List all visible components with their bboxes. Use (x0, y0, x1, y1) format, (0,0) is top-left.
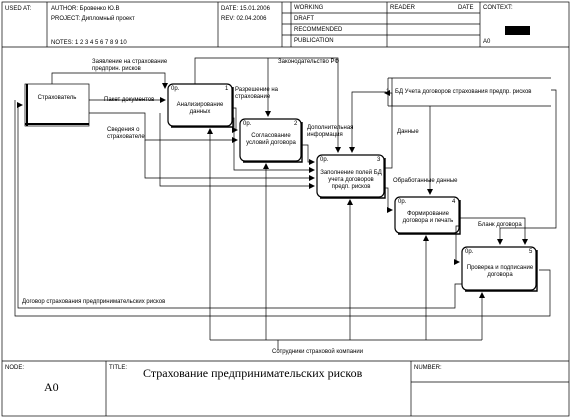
arrow-sotrudniki-label: Сотрудники страховой компании (272, 349, 364, 355)
bd-store (387, 77, 551, 107)
context-label: CONTEXT: (483, 5, 513, 11)
node-value: A0 (44, 380, 59, 394)
arrow-dannye-label: Данные (397, 129, 419, 135)
box-3-tag: 0р. (320, 157, 329, 163)
rev-field: REV: 02.04.2006 (221, 16, 267, 22)
box-1-label: Анализирование данных (176, 102, 224, 115)
strahovatel-label: Страхователь (37, 95, 77, 101)
reader-date-label: DATE (458, 5, 474, 11)
used-at-label: USED AT: (5, 6, 32, 12)
box-5-label: Проверка и подписание договора (466, 265, 534, 278)
arrow-svedeniya-label: Сведения о страхователе (107, 127, 145, 140)
box-1-num: 1 (225, 86, 229, 92)
title-label: TITLE: (109, 365, 128, 371)
box-4-num: 4 (452, 199, 456, 205)
arrow-razreshenie-label: Разрешение на страхование (235, 87, 278, 100)
box-5-tag: 0р. (465, 249, 474, 255)
arrow-zayavlenie-label: Заявление на страхование предприн. риско… (92, 59, 168, 72)
arrow-blank-label: Бланк договора (478, 222, 522, 228)
box-4-label: Формирование договора и печать (402, 211, 454, 224)
box-1-tag: 0р. (171, 86, 180, 92)
arrow-obrabotannye-label: Обработанные данные (393, 178, 458, 184)
context-node-box (505, 26, 530, 35)
reader-label: READER (390, 5, 416, 11)
number-label: NUMBER: (414, 365, 442, 371)
bd-store-label: БД Учета договоров страхования предпр. р… (395, 89, 532, 95)
node-label: NODE: (5, 365, 25, 371)
box-4-tag: 0р. (398, 199, 407, 205)
box-2-label: Согласование условий договора (246, 133, 296, 146)
box-4 (394, 196, 460, 234)
project-field: PROJECT: Дипломный проект (51, 16, 135, 22)
status-working: WORKING (294, 5, 324, 11)
box-2-num: 2 (294, 121, 298, 127)
notes-field: NOTES: 1 2 3 4 5 6 7 8 9 10 (51, 40, 127, 46)
diagram-title: Страхование предпринимательских рисков (143, 366, 363, 380)
arrow-paket-label: Пакет документов (104, 97, 155, 103)
status-draft: DRAFT (294, 16, 314, 22)
box-2-tag: 0р. (243, 121, 252, 127)
box-3-num: 3 (377, 157, 381, 163)
box-3 (316, 154, 385, 198)
author-field: AUTHOR: Бровенко Ю.В (51, 6, 120, 12)
bd-store-num: 1 (386, 89, 390, 95)
arrow-dop-info-label: Дополнительная информация (307, 125, 354, 138)
context-node: A0 (483, 39, 491, 45)
box-5 (461, 246, 537, 291)
status-recommended: RECOMMENDED (294, 27, 343, 33)
box-1 (167, 83, 233, 127)
status-publication: PUBLICATION (294, 38, 334, 44)
arrow-dogovor-label: Договор страхования предпринимательских … (22, 299, 166, 305)
box-5-num: 5 (529, 249, 533, 255)
arrow-zakonodatelstvo-label: Законодательство РФ (278, 59, 340, 65)
box-2 (239, 118, 302, 162)
strahovatel-box (24, 83, 90, 127)
date-field: DATE: 15.01.2006 (221, 6, 270, 12)
box-3-label: Заполнение полей БД учета договоров пред… (320, 170, 382, 190)
